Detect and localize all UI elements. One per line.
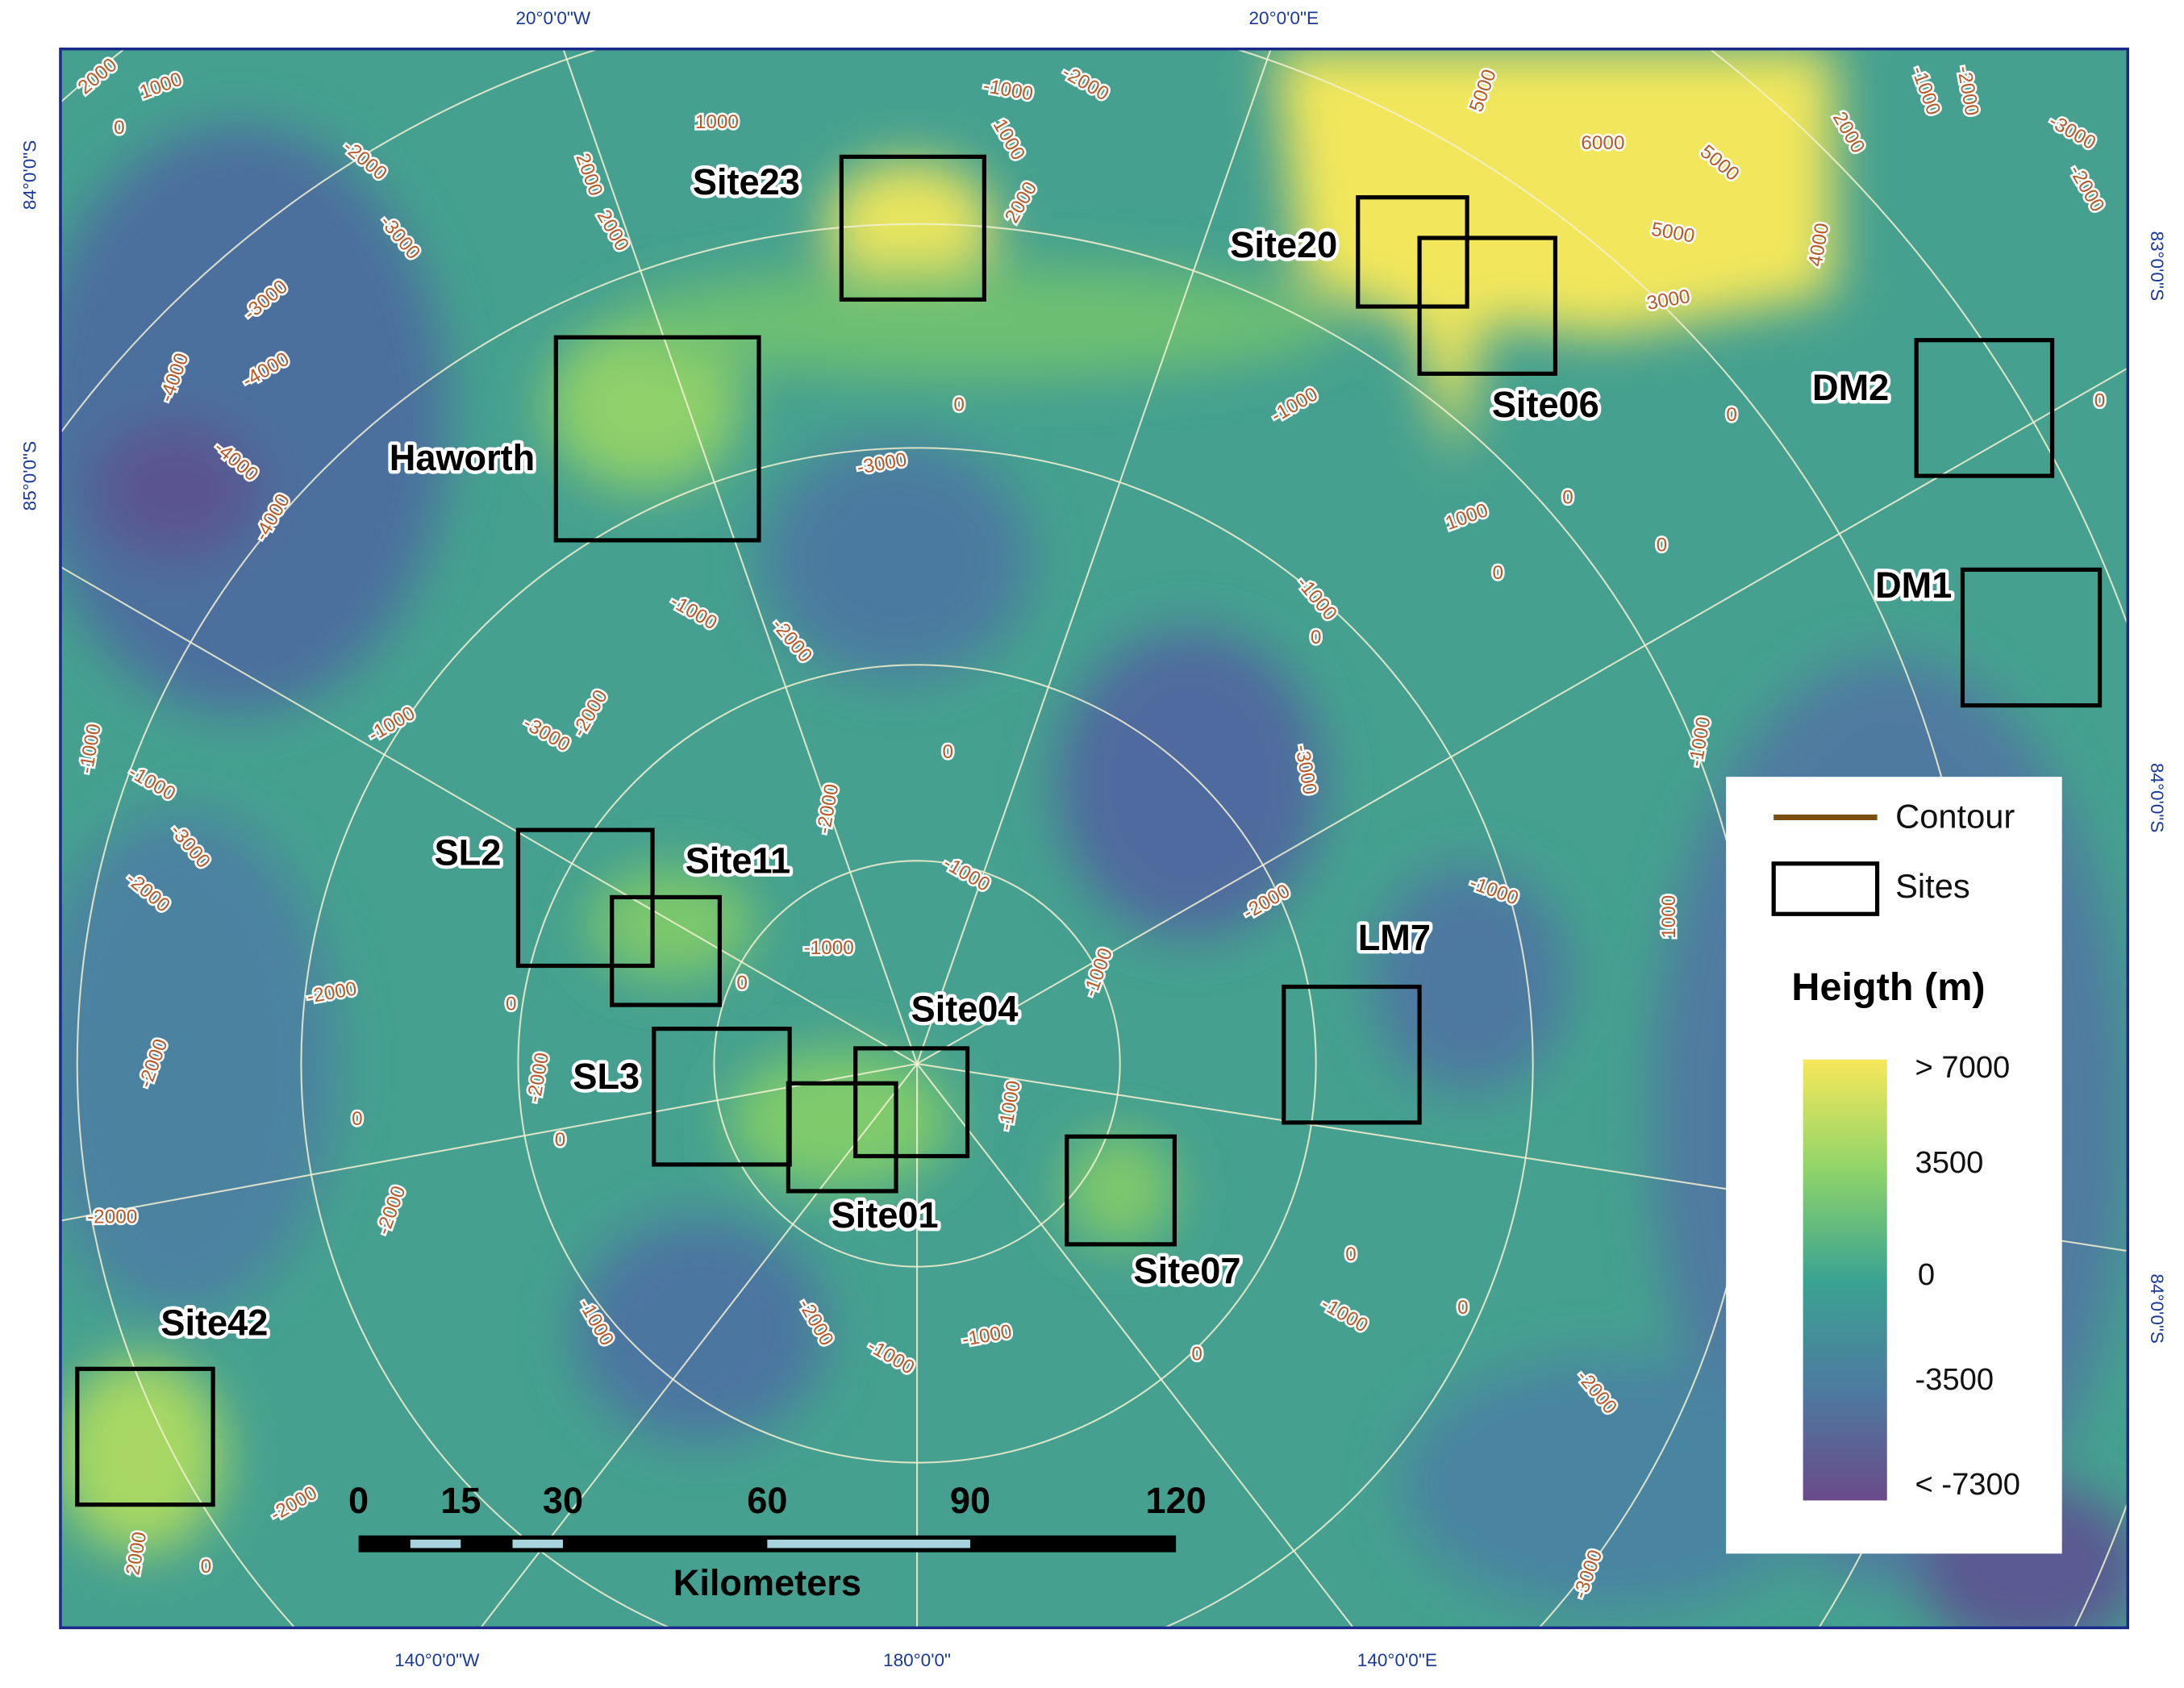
- map-frame: [59, 48, 2129, 1630]
- contour-label: 0: [1493, 562, 1504, 584]
- scale-tick-label: 30: [543, 1480, 583, 1521]
- colorbar: [1803, 1059, 1887, 1501]
- site-box: [1960, 567, 2103, 708]
- graticule-label: 20°0'0"W: [515, 8, 590, 28]
- contour-label: 0: [953, 394, 965, 416]
- colorbar-label: -3500: [1915, 1362, 1994, 1397]
- contour-label: 0: [506, 994, 517, 1015]
- legend-title: Heigth (m): [1791, 965, 1985, 1009]
- contour-label: -3000: [1290, 743, 1320, 796]
- scale-bar: 0 15 30 60 90 120 Kilometers: [348, 1480, 1207, 1603]
- legend-box: [1726, 777, 2062, 1554]
- site-box: [853, 1046, 970, 1159]
- scale-bar-segment: [512, 1540, 563, 1548]
- site-label: Haworth: [390, 437, 535, 478]
- contour-label: 0: [1345, 1244, 1357, 1265]
- scale-tick-label: 60: [747, 1480, 787, 1521]
- scale-bar-segment: [767, 1540, 971, 1548]
- contour-label: 0: [555, 1129, 566, 1151]
- contour-label: 0: [942, 741, 953, 763]
- legend-site-swatch: [1771, 861, 1880, 916]
- site-box: [1065, 1134, 1177, 1247]
- site-box: [1282, 984, 1422, 1125]
- scale-tick-label: 90: [950, 1480, 990, 1521]
- scale-bar-segment: [410, 1540, 461, 1548]
- graticule-label: 84°0'0"S: [19, 140, 40, 210]
- contour-label: -1000: [804, 937, 854, 959]
- graticule-label: 84°0'0"S: [2147, 1273, 2167, 1344]
- site-label: DM1: [1875, 565, 1952, 606]
- contour-label: 0: [1562, 486, 1573, 508]
- site-box: [1417, 235, 1558, 376]
- contour-label: 0: [201, 1556, 212, 1578]
- site-box: [610, 894, 722, 1007]
- contour-label: 0: [352, 1108, 363, 1130]
- scale-tick-label: 0: [348, 1480, 369, 1521]
- scale-tick-label: 15: [440, 1480, 481, 1521]
- site-label: Site20: [1230, 224, 1337, 265]
- site-box: [786, 1081, 898, 1194]
- legend-label: Contour: [1895, 797, 2015, 835]
- contour-label: 0: [1311, 627, 1322, 648]
- site-label: DM2: [1812, 367, 1889, 408]
- contour-label: 0: [1191, 1343, 1202, 1365]
- graticule-label: 85°0'0"S: [19, 441, 40, 511]
- site-boxes: [75, 154, 2103, 1507]
- site-box: [75, 1366, 215, 1507]
- site-label: Site01: [832, 1194, 939, 1236]
- graticule-label: 84°0'0"S: [2147, 763, 2167, 833]
- contour-label: 0: [1726, 404, 1737, 426]
- contour-label: 6000: [1581, 132, 1624, 154]
- site-label: Site06: [1492, 384, 1599, 425]
- graticule-label: 140°0'0"E: [1357, 1650, 1437, 1670]
- contour-label: 0: [1457, 1297, 1469, 1319]
- site-label: Site42: [160, 1302, 268, 1343]
- contour-label: 0: [114, 117, 125, 139]
- site-label: Site07: [1134, 1250, 1241, 1291]
- colorbar-label: > 7000: [1915, 1050, 2010, 1085]
- contour-label: 1000: [1658, 895, 1680, 939]
- colorbar-label: 0: [1918, 1257, 1935, 1292]
- legend-label: Sites: [1895, 867, 1970, 905]
- site-box: [839, 154, 986, 302]
- graticule-label: 180°0'0": [883, 1650, 951, 1670]
- site-label: SL3: [573, 1056, 640, 1097]
- site-label: Site23: [693, 161, 800, 202]
- contour-label: 1000: [695, 111, 739, 133]
- graticule-label: 140°0'0"W: [394, 1650, 480, 1670]
- site-box: [553, 335, 761, 543]
- site-box: [1914, 338, 2055, 478]
- colorbar-label: 3500: [1915, 1145, 1983, 1180]
- site-label: LM7: [1358, 917, 1431, 958]
- contour-label: -2000: [87, 1206, 137, 1227]
- site-label: Site11: [686, 840, 790, 882]
- scale-tick-label: 120: [1145, 1480, 1206, 1521]
- graticule-label: 20°0'0"E: [1248, 8, 1319, 28]
- site-label: Site04: [911, 989, 1019, 1030]
- contour-label: 0: [1657, 534, 1668, 556]
- site-label: SL2: [435, 831, 502, 873]
- scale-unit: Kilometers: [673, 1562, 861, 1603]
- site-box: [1356, 195, 1469, 309]
- legend: Contour Sites Heigth (m) > 7000 3500 0 -…: [1726, 777, 2062, 1554]
- colorbar-label: < -7300: [1915, 1467, 2020, 1502]
- contour-label: 0: [2094, 390, 2106, 412]
- contour-label: 0: [736, 972, 748, 994]
- graticule-label: 83°0'0"S: [2147, 231, 2167, 301]
